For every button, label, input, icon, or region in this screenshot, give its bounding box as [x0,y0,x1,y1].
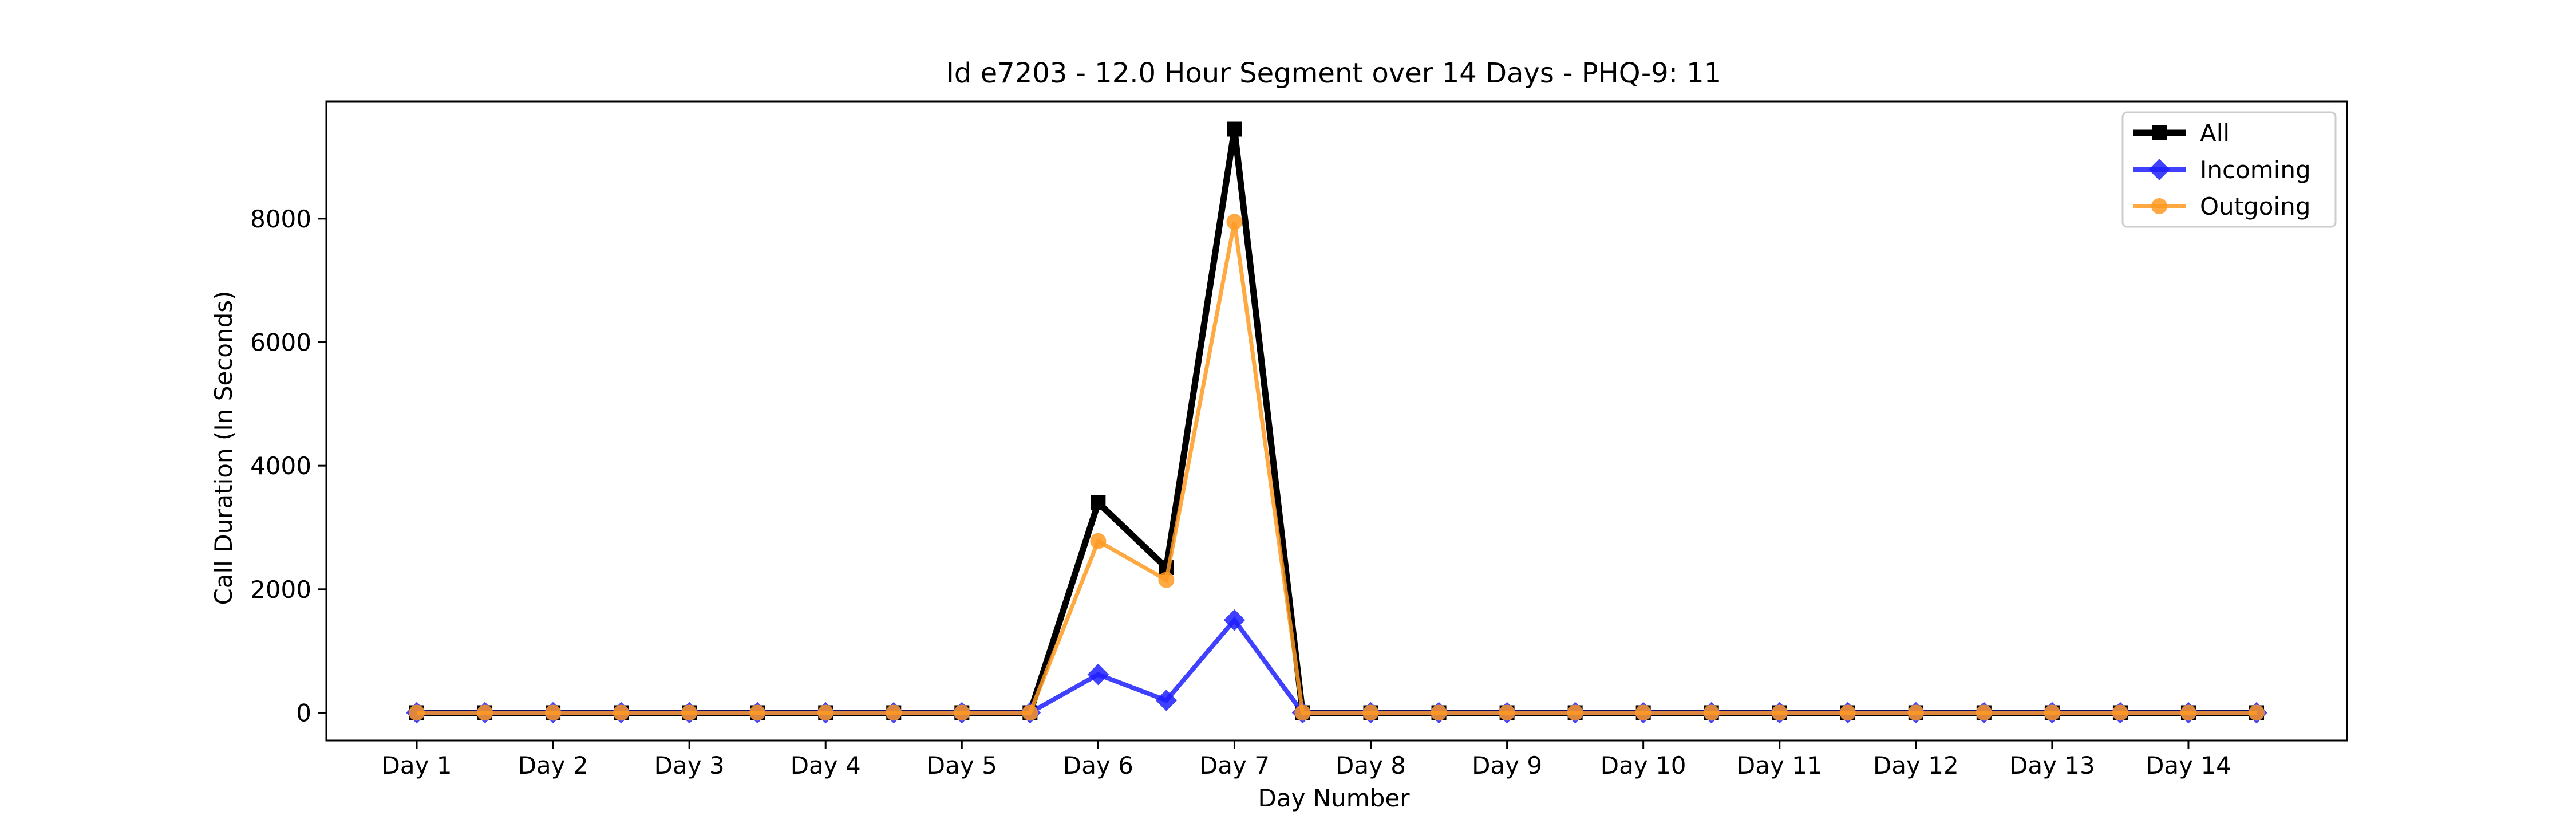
data-point-outgoing [817,704,834,721]
data-point-outgoing [2044,704,2060,721]
series-line-incoming [417,616,2257,715]
data-point-incoming [1155,690,1178,711]
data-point-all [1227,121,1242,137]
data-point-outgoing [1839,704,1856,721]
data-point-outgoing [2180,704,2196,721]
data-point-outgoing [1022,704,1038,721]
data-point-outgoing [477,704,493,721]
chart-title: Id e7203 - 12.0 Hour Segment over 14 Day… [946,57,1721,89]
data-point-outgoing [1907,704,1924,721]
data-point-outgoing [2249,704,2265,721]
x-tick-label: Day 5 [927,751,997,779]
series-line-all [417,128,2257,716]
x-tick-label: Day 8 [1336,751,1406,779]
data-point-outgoing [1771,704,1788,721]
data-point-outgoing [409,704,425,721]
data-point-outgoing [1976,704,1992,721]
data-point-outgoing [1226,214,1243,230]
data-point-outgoing [1499,704,1515,721]
y-tick-label: 8000 [250,205,311,233]
x-tick-label: Day 2 [518,751,588,779]
data-point-outgoing [2112,704,2128,721]
data-point-outgoing [886,704,902,721]
data-point-outgoing [1567,704,1583,721]
data-point-outgoing [1703,704,1720,721]
data-point-outgoing [1635,704,1652,721]
data-point-all [1091,495,1106,510]
legend-label-incoming: Incoming [2200,156,2311,184]
x-tick-label: Day 7 [1199,751,1270,779]
data-point-outgoing [1090,533,1107,549]
legend: All Incoming Outgoing [2121,111,2337,228]
x-axis-label: Day Number [1258,784,1410,812]
x-tick-label: Day 12 [1873,751,1959,779]
legend-label-all: All [2200,119,2230,147]
data-point-outgoing [613,704,630,721]
data-point-incoming [1223,609,1246,631]
data-point-outgoing [545,704,562,721]
data-point-outgoing [1362,704,1379,721]
y-tick-label: 4000 [250,452,311,480]
data-point-outgoing [1294,704,1311,721]
legend-label-outgoing: Outgoing [2200,192,2310,220]
x-tick-label: Day 3 [654,751,725,779]
x-tick-label: Day 4 [791,751,861,779]
data-point-outgoing [1431,704,1447,721]
legend-marker-incoming [2148,159,2170,180]
legend-box [2121,111,2337,228]
x-tick-label: Day 9 [1472,751,1542,779]
y-tick-label: 2000 [250,576,311,604]
series-line-outgoing [417,221,2257,715]
data-point-outgoing [1158,572,1175,588]
x-tick-label: Day 13 [2009,751,2095,779]
y-tick-label: 6000 [250,329,311,357]
data-point-outgoing [749,704,766,721]
y-axis-label: Call Duration (In Seconds) [210,290,238,605]
x-tick-label: Day 14 [2146,751,2231,779]
legend-marker-all [2152,125,2167,140]
x-tick-label: Day 1 [381,751,452,779]
y-tick-label: 0 [296,699,311,727]
x-tick-label: Day 10 [1601,751,1686,779]
data-point-incoming [1087,663,1109,686]
data-point-outgoing [954,704,970,721]
data-point-outgoing [681,704,698,721]
x-tick-label: Day 6 [1063,751,1133,779]
x-tick-label: Day 11 [1737,751,1823,779]
plot-area: 0 2000 4000 6000 8000 Day 1 Day 2 Day 3 Day 4 Day… [250,100,2348,779]
legend-marker-outgoing [2151,198,2167,214]
plot-frame [325,100,2348,742]
